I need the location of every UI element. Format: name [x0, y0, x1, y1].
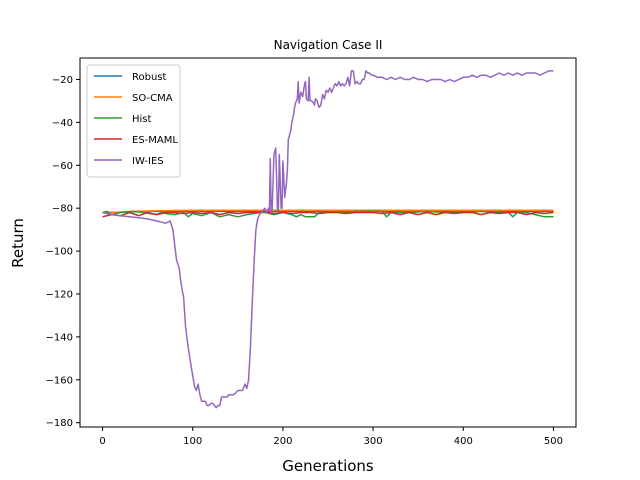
legend-label: Hist [132, 114, 152, 125]
plot-lines [102, 70, 554, 409]
y-tick-label: −80 [52, 204, 73, 215]
series-line-es-maml [102, 210, 554, 218]
legend: Robust SO-CMA Hist ES-MAML IW-IES [86, 64, 181, 178]
legend-label: Robust [132, 72, 167, 83]
y-tick-label: −100 [46, 247, 73, 258]
chart-title: Navigation Case II [274, 38, 383, 52]
x-tick-label: 100 [183, 436, 202, 447]
y-tick-label: −160 [46, 375, 73, 386]
y-tick-label: −40 [52, 118, 73, 129]
x-tick-label: 0 [99, 436, 105, 447]
y-tick-label: −20 [52, 75, 73, 86]
x-axis: 0 100 200 300 400 500 [99, 427, 563, 447]
x-tick-label: 200 [273, 436, 292, 447]
y-axis: −180 −160 −140 −120 −100 −80 −60 −40 −20 [46, 75, 80, 429]
legend-frame [86, 64, 181, 178]
legend-label: SO-CMA [132, 93, 173, 104]
x-tick-label: 300 [364, 436, 383, 447]
series-line-iw-ies [102, 70, 554, 409]
y-tick-label: −120 [46, 289, 73, 300]
y-tick-label: −180 [46, 418, 73, 429]
legend-label: ES-MAML [132, 135, 178, 146]
legend-label: IW-IES [132, 156, 164, 167]
y-tick-label: −60 [52, 161, 73, 172]
y-tick-label: −140 [46, 332, 73, 343]
x-tick-label: 400 [454, 436, 473, 447]
series-line-hist [102, 210, 554, 218]
x-axis-label: Generations [282, 457, 374, 475]
y-axis-label: Return [9, 218, 27, 268]
x-tick-label: 500 [544, 436, 563, 447]
plot-frame [79, 57, 577, 428]
